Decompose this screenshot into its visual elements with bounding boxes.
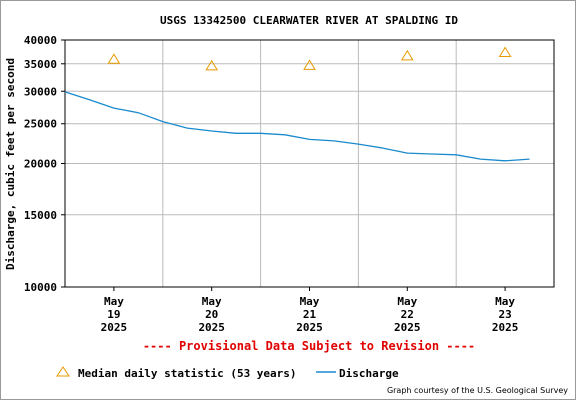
x-tick-label: 2025 xyxy=(296,321,323,334)
x-tick-label: May xyxy=(300,295,320,308)
y-tick-label: 40000 xyxy=(24,34,57,47)
y-tick-label: 25000 xyxy=(24,118,57,131)
x-tick-label: May xyxy=(397,295,417,308)
usgs-credit: Graph courtesy of the U.S. Geological Su… xyxy=(387,386,568,395)
x-tick-label: 2025 xyxy=(101,321,128,334)
y-tick-label: 10000 xyxy=(24,281,57,294)
median-marker xyxy=(303,59,316,70)
discharge-series-line xyxy=(64,91,530,162)
chart-title: USGS 13342500 CLEARWATER RIVER AT SPALDI… xyxy=(160,14,458,27)
legend: Median daily statistic (53 years) Discha… xyxy=(56,366,399,380)
legend-median-triangle-icon xyxy=(56,366,70,377)
y-axis-label: Discharge, cubic feet per second xyxy=(4,58,17,270)
x-tick-label: 2025 xyxy=(198,321,225,334)
x-tick-label: 2025 xyxy=(492,321,519,334)
x-tick-label: 22 xyxy=(401,308,414,321)
provisional-notice: ---- Provisional Data Subject to Revisio… xyxy=(143,339,475,353)
y-tick-label: 30000 xyxy=(24,85,57,98)
x-tick-label: 19 xyxy=(107,308,120,321)
y-tick-label: 35000 xyxy=(24,58,57,71)
y-tick-label: 20000 xyxy=(24,158,57,171)
x-tick-label: May xyxy=(104,295,124,308)
x-tick-label: May xyxy=(202,295,222,308)
y-tick-label: 15000 xyxy=(24,209,57,222)
median-marker xyxy=(205,59,219,71)
median-marker xyxy=(107,53,121,64)
x-axis: May192025May202025May212025May222025May2… xyxy=(101,287,519,334)
x-tick-label: 20 xyxy=(205,308,218,321)
x-tick-label: 2025 xyxy=(394,321,421,334)
median-marker xyxy=(400,49,414,61)
x-tick-label: 23 xyxy=(498,308,511,321)
grid-lines xyxy=(65,40,554,287)
x-tick-label: May xyxy=(495,295,515,308)
median-marker xyxy=(498,46,512,57)
legend-median-label: Median daily statistic (53 years) xyxy=(78,367,297,380)
x-tick-label: 21 xyxy=(303,308,317,321)
y-axis: 10000 15000 20000 25000 30000 35000 40000 xyxy=(24,34,65,294)
legend-discharge-label: Discharge xyxy=(339,367,399,380)
series-layer xyxy=(64,46,530,162)
